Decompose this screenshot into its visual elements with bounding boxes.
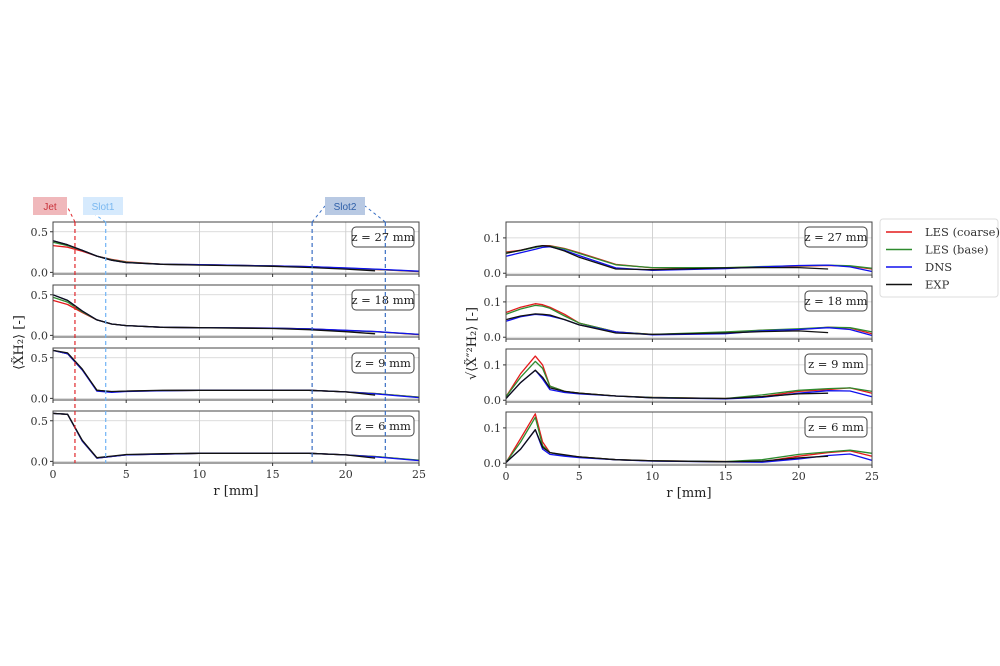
panel-label-box [804, 290, 868, 312]
series-line-exp [52, 349, 376, 396]
x-tick-label: 25 [865, 470, 879, 483]
annotation-box [325, 197, 365, 215]
x-tick-label: 0 [50, 468, 57, 481]
y-tick-label: 0.0 [484, 394, 502, 407]
series-line-exp [505, 245, 829, 271]
legend: LES (coarse) LES (base) DNS EXP [879, 218, 1000, 298]
legend-item: LES (coarse) [886, 225, 1000, 239]
panel-label-box [351, 226, 415, 248]
y-tick-label: 0.0 [31, 455, 49, 468]
x-tick-label: 10 [645, 470, 659, 483]
annotation-leader [311, 205, 326, 223]
panel-label: z = 27 mm [351, 230, 414, 244]
panel-label: z = 9 mm [808, 357, 864, 371]
annotation-box [83, 197, 123, 215]
y-tick-label: 0.0 [31, 392, 49, 405]
annotation-slot2: Slot2 [311, 197, 386, 463]
panel-z-27-mm: 0.0 0.5 z = 27 mm [31, 221, 420, 279]
y-tick-label: 0.0 [484, 457, 502, 470]
panel-frame [52, 347, 420, 401]
series-line-dns [505, 246, 873, 273]
legend-item: DNS [886, 260, 952, 274]
x-tick-label: 20 [339, 468, 353, 481]
legend-label: DNS [925, 260, 952, 274]
panel-label: z = 9 mm [355, 356, 411, 370]
panel-frame [52, 410, 420, 464]
series-line-exp [505, 429, 829, 463]
panel-frame [505, 221, 873, 276]
legend-frame [879, 218, 999, 298]
panel-frame [52, 221, 420, 275]
x-tick-label: 20 [792, 470, 806, 483]
panel-frame [52, 284, 420, 338]
series-line-exp [505, 369, 829, 400]
legend-label: LES (coarse) [925, 225, 1000, 239]
y-tick-label: 0.1 [484, 232, 502, 245]
x-tick-label: 0 [503, 470, 510, 483]
panel-label: z = 18 mm [804, 294, 867, 308]
panel-label-box [804, 226, 868, 248]
x-axis-label: r [mm] [213, 484, 258, 499]
series-line-exp [505, 313, 829, 336]
y-tick-label: 0.1 [484, 422, 502, 435]
panel-z-9-mm: 0.0 0.5 z = 9 mm [31, 347, 420, 405]
annotation-leader [66, 205, 76, 223]
legend-item: LES (base) [886, 243, 988, 257]
x-tick-label: 25 [412, 468, 426, 481]
panel-label: z = 6 mm [808, 420, 864, 434]
panel-label-box [351, 352, 415, 374]
x-axis-label: r [mm] [666, 486, 711, 501]
annotation-label: Jet [43, 202, 57, 213]
panel-frame [505, 411, 873, 466]
panel-label-box [804, 416, 868, 438]
annotation-label: Slot1 [92, 202, 115, 213]
annotation-slot1: Slot1 [82, 197, 123, 463]
y-tick-label: 0.0 [31, 266, 49, 279]
x-tick-label: 15 [719, 470, 733, 483]
legend-label: LES (base) [925, 243, 988, 257]
panel-label: z = 27 mm [804, 230, 867, 244]
y-tick-label: 0.0 [484, 331, 502, 344]
y-tick-label: 0.5 [31, 289, 49, 302]
panel-label-box [351, 289, 415, 311]
panel-z-18-mm: 0.0 0.1 z = 18 mm [484, 285, 873, 344]
series-line-exp [52, 294, 376, 335]
y-tick-label: 0.5 [31, 352, 49, 365]
y-axis-label: ⟨X̃H₂⟩ [-] [11, 315, 27, 370]
legend-label: EXP [925, 278, 950, 292]
series-line-exp [52, 240, 376, 272]
panel-z-27-mm: 0.0 0.1 z = 27 mm [484, 221, 873, 280]
panel-z-6-mm: 0.0 0.5 0 5 10 15 20 25 z = 6 mm [31, 410, 426, 481]
annotation-box [33, 197, 67, 215]
y-tick-label: 0.1 [484, 296, 502, 309]
panel-label: z = 6 mm [355, 419, 411, 433]
y-tick-label: 0.0 [31, 329, 49, 342]
annotation-label: Slot2 [334, 202, 357, 213]
y-axis-label: √⟨X̃″²H₂⟩ [-] [464, 307, 480, 380]
y-tick-label: 0.0 [484, 267, 502, 280]
panel-frame [505, 348, 873, 403]
chart-rms: 0.0 0.1 z = 27 mm 0.0 0.1 z = 18 mm 0.0 0.1 z = … [464, 221, 879, 501]
series-line-exp [52, 412, 376, 459]
x-tick-label: 10 [192, 468, 206, 481]
panel-z-18-mm: 0.0 0.5 z = 18 mm [31, 284, 420, 342]
panel-frame [505, 285, 873, 340]
x-tick-label: 5 [576, 470, 583, 483]
panel-z-6-mm: 0.0 0.1 0 5 10 15 20 25 z = 6 mm [484, 411, 879, 483]
panel-z-9-mm: 0.0 0.1 z = 9 mm [484, 348, 873, 407]
panel-label: z = 18 mm [351, 293, 414, 307]
x-tick-label: 5 [123, 468, 130, 481]
chart-mean: 0.0 0.5 z = 27 mm 0.0 0.5 z = 18 mm 0.0 0.5 z = … [11, 221, 426, 499]
annotation-jet: Jet [33, 197, 76, 463]
y-tick-label: 0.5 [31, 415, 49, 428]
panel-label-box [351, 415, 415, 437]
y-tick-label: 0.5 [31, 226, 49, 239]
y-tick-label: 0.1 [484, 359, 502, 372]
annotation-leader [364, 205, 386, 223]
legend-item: EXP [886, 278, 950, 292]
x-tick-label: 15 [266, 468, 280, 481]
panel-label-box [804, 353, 868, 375]
